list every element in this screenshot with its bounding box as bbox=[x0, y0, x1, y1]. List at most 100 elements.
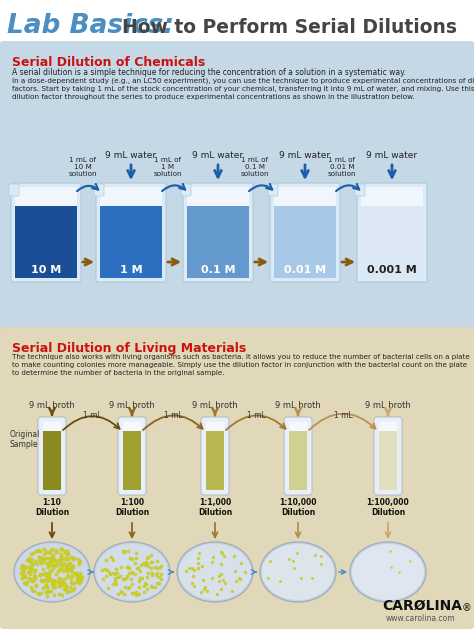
Point bbox=[27, 554, 35, 564]
Point bbox=[121, 582, 129, 592]
Point bbox=[54, 566, 62, 576]
Point bbox=[132, 553, 139, 563]
Point bbox=[67, 564, 75, 574]
Point bbox=[48, 552, 56, 562]
Point bbox=[144, 559, 151, 569]
Point bbox=[129, 587, 137, 598]
Point bbox=[99, 565, 106, 576]
Point bbox=[38, 576, 46, 586]
Point bbox=[20, 571, 27, 581]
Point bbox=[147, 557, 155, 567]
Point bbox=[21, 562, 29, 572]
Bar bbox=[123, 422, 141, 433]
Point bbox=[128, 554, 136, 564]
Ellipse shape bbox=[177, 542, 253, 602]
Bar bbox=[379, 422, 397, 433]
Point bbox=[47, 552, 55, 562]
Point bbox=[66, 586, 73, 596]
Point bbox=[36, 569, 44, 579]
Point bbox=[46, 565, 54, 576]
Point bbox=[69, 561, 77, 571]
Point bbox=[57, 550, 64, 560]
Text: How to Perform Serial Dilutions: How to Perform Serial Dilutions bbox=[122, 18, 457, 37]
Point bbox=[63, 572, 71, 582]
Point bbox=[27, 564, 34, 574]
Point bbox=[230, 550, 238, 560]
Point bbox=[62, 561, 70, 571]
Point bbox=[77, 568, 84, 578]
Text: A serial dilution is a simple technique for reducing the concentration of a solu: A serial dilution is a simple technique … bbox=[12, 68, 406, 77]
Point bbox=[39, 583, 47, 593]
Point bbox=[44, 571, 51, 581]
Point bbox=[18, 573, 25, 583]
Point bbox=[30, 567, 37, 577]
Point bbox=[21, 571, 28, 581]
Point bbox=[155, 572, 163, 582]
Point bbox=[21, 578, 29, 588]
Point bbox=[124, 571, 131, 581]
Point bbox=[191, 581, 198, 591]
Point bbox=[57, 544, 64, 554]
Point bbox=[20, 578, 28, 588]
Point bbox=[58, 590, 66, 600]
Point bbox=[154, 563, 161, 573]
Point bbox=[50, 576, 57, 586]
FancyBboxPatch shape bbox=[183, 183, 253, 282]
Point bbox=[42, 547, 49, 557]
Point bbox=[37, 574, 45, 584]
Point bbox=[59, 576, 66, 586]
Point bbox=[74, 574, 82, 584]
FancyBboxPatch shape bbox=[270, 183, 340, 282]
Point bbox=[36, 589, 43, 599]
Point bbox=[46, 548, 54, 558]
Point bbox=[127, 554, 134, 564]
Point bbox=[18, 560, 26, 570]
Text: 9 mL broth: 9 mL broth bbox=[109, 401, 155, 411]
Point bbox=[30, 571, 38, 581]
Point bbox=[124, 562, 131, 572]
Point bbox=[216, 571, 223, 581]
Point bbox=[78, 572, 86, 582]
Point bbox=[44, 586, 52, 596]
Point bbox=[56, 581, 64, 591]
Point bbox=[140, 587, 148, 597]
Point bbox=[122, 572, 130, 582]
Point bbox=[99, 574, 107, 584]
Point bbox=[31, 572, 38, 582]
Point bbox=[199, 575, 207, 585]
Point bbox=[50, 562, 58, 572]
Point bbox=[50, 554, 58, 564]
Point bbox=[34, 546, 42, 556]
Point bbox=[45, 586, 52, 596]
Point bbox=[24, 562, 32, 572]
Point bbox=[213, 589, 220, 599]
Point bbox=[132, 590, 140, 600]
Point bbox=[74, 554, 82, 564]
Point bbox=[228, 586, 236, 596]
Point bbox=[44, 560, 52, 570]
Point bbox=[133, 562, 141, 572]
Point bbox=[199, 561, 206, 571]
Point bbox=[48, 579, 56, 589]
Point bbox=[109, 568, 117, 578]
Text: Lab Basics:: Lab Basics: bbox=[7, 13, 174, 39]
Bar bbox=[187, 187, 249, 208]
Point bbox=[35, 545, 42, 555]
Point bbox=[53, 547, 60, 557]
FancyBboxPatch shape bbox=[118, 417, 146, 495]
Point bbox=[61, 584, 68, 594]
Point bbox=[68, 577, 75, 587]
Point bbox=[76, 572, 84, 582]
Point bbox=[76, 577, 84, 587]
Point bbox=[236, 573, 243, 583]
Point bbox=[73, 570, 81, 580]
Bar bbox=[100, 206, 162, 278]
Point bbox=[191, 565, 198, 575]
Point bbox=[136, 573, 144, 583]
Point bbox=[147, 550, 155, 560]
Point bbox=[120, 547, 128, 557]
Bar bbox=[361, 187, 423, 208]
Point bbox=[36, 552, 43, 562]
Point bbox=[132, 587, 139, 597]
Point bbox=[61, 547, 68, 557]
